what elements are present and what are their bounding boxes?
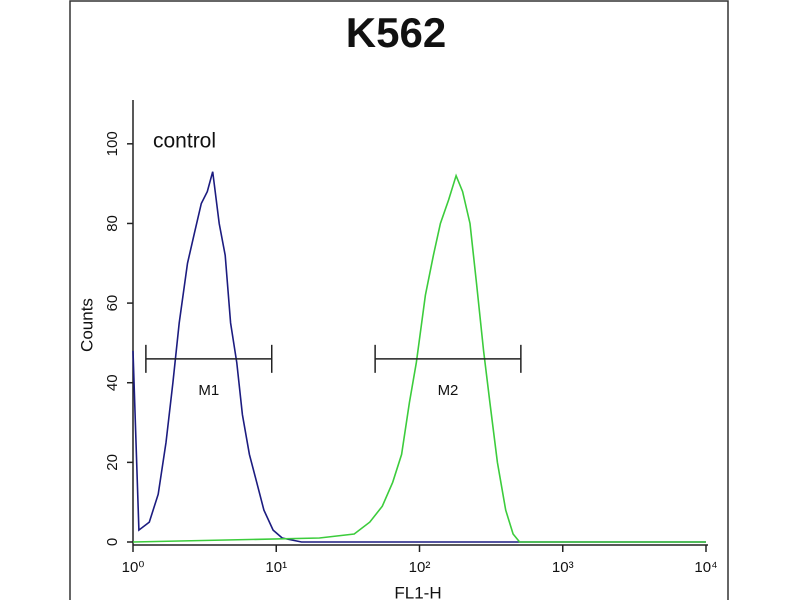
y-tick-label: 20	[104, 454, 121, 471]
x-tick-label: 10⁰	[122, 559, 145, 576]
series-line	[132, 171, 706, 543]
marker-label: M2	[438, 382, 459, 399]
y-tick-label: 60	[104, 295, 121, 312]
y-tick-label: 0	[104, 538, 121, 546]
x-tick-label: 10²	[409, 559, 431, 576]
y-axis-label: Counts	[77, 298, 96, 352]
annotation: control	[153, 130, 216, 153]
x-tick-label: 10⁴	[694, 559, 717, 576]
series-line	[132, 173, 706, 543]
chart-title: K562	[346, 9, 446, 56]
x-tick-label: 10³	[552, 559, 574, 576]
y-tick-label: 100	[104, 131, 121, 156]
x-tick-label: 10¹	[265, 559, 287, 576]
frame	[69, 0, 729, 600]
y-tick-label: 40	[104, 374, 121, 391]
marker-label: M1	[198, 382, 219, 399]
y-tick-label: 80	[104, 215, 121, 232]
x-axis-label: FL1-H	[394, 583, 441, 600]
